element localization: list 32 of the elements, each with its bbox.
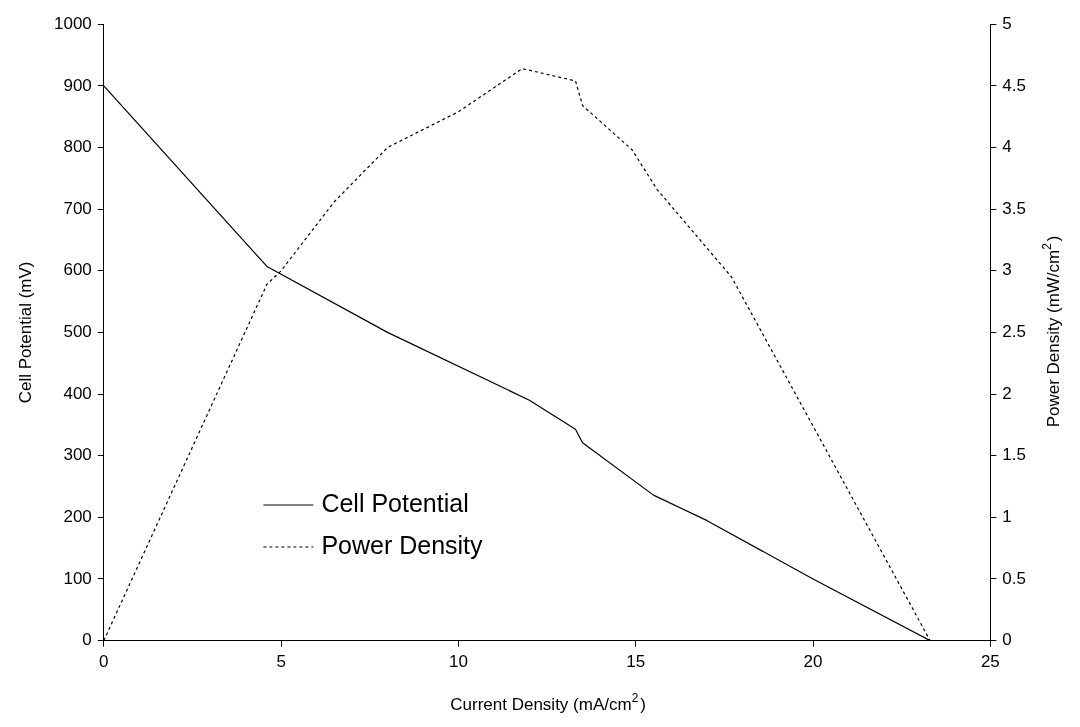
- y-axis-title: Cell Potential (mV): [15, 261, 35, 404]
- y-tick-label: 300: [63, 445, 92, 465]
- y-tick-label: 700: [63, 198, 92, 218]
- x-tick-label: 15: [626, 652, 646, 672]
- y2-tick-label: 4: [1002, 137, 1012, 157]
- x-tick-label: 20: [803, 652, 823, 672]
- y-tick-label: 200: [63, 507, 92, 527]
- x-tick-label: 10: [448, 652, 468, 672]
- y2-tick-label: 1.5: [1002, 445, 1027, 465]
- x-tick-label: 5: [276, 652, 286, 672]
- legend-label: Cell Potential: [321, 488, 469, 517]
- y2-tick-label: 5: [1002, 13, 1012, 33]
- y2-tick-label: 3.5: [1002, 198, 1027, 218]
- y2-tick-label: 0: [1002, 630, 1012, 650]
- y2-tick-label: 2.5: [1002, 322, 1027, 342]
- y-tick-label: 800: [63, 137, 92, 157]
- y-tick-label: 400: [63, 383, 92, 403]
- x-tick-label: 25: [980, 652, 1000, 672]
- y2-axis-title: Power Density (mW/cm2): [1040, 235, 1063, 428]
- legend-label: Power Density: [321, 530, 484, 559]
- y-tick-label: 900: [63, 75, 92, 95]
- y-tick-label: 100: [63, 568, 92, 588]
- y-tick-label: 500: [63, 322, 92, 342]
- y2-tick-label: 0.5: [1002, 568, 1027, 588]
- y-tick-label: 0: [82, 630, 92, 650]
- y2-tick-label: 1: [1002, 507, 1012, 527]
- y2-tick-label: 3: [1002, 260, 1012, 280]
- y2-tick-label: 2: [1002, 383, 1012, 403]
- x-tick-label: 0: [99, 652, 109, 672]
- y-tick-label: 1000: [53, 13, 92, 33]
- y2-tick-label: 4.5: [1002, 75, 1027, 95]
- y-tick-label: 600: [63, 260, 92, 280]
